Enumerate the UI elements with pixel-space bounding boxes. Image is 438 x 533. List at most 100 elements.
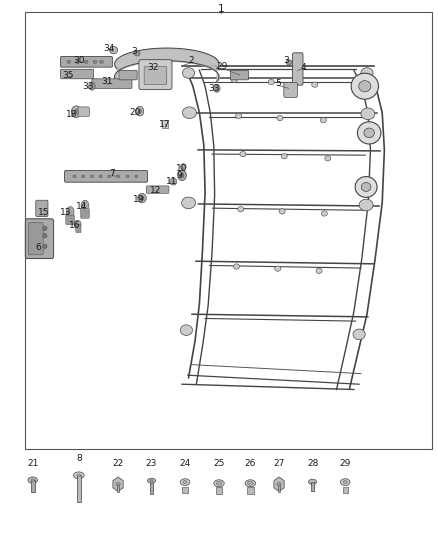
Ellipse shape <box>275 266 281 271</box>
Ellipse shape <box>108 175 111 177</box>
Text: 19: 19 <box>133 195 144 204</box>
Bar <box>343 487 348 493</box>
Ellipse shape <box>74 109 78 114</box>
Ellipse shape <box>277 482 281 486</box>
Ellipse shape <box>245 480 256 487</box>
Ellipse shape <box>71 106 81 117</box>
FancyBboxPatch shape <box>25 219 53 259</box>
Ellipse shape <box>99 175 102 177</box>
Ellipse shape <box>340 479 350 486</box>
Bar <box>162 120 168 127</box>
Ellipse shape <box>77 474 81 477</box>
FancyBboxPatch shape <box>81 209 89 218</box>
Text: 31: 31 <box>101 77 113 86</box>
Ellipse shape <box>231 77 237 83</box>
Bar <box>31 480 35 492</box>
Ellipse shape <box>312 82 318 87</box>
FancyBboxPatch shape <box>146 186 169 193</box>
FancyBboxPatch shape <box>78 107 89 116</box>
FancyBboxPatch shape <box>293 53 303 85</box>
Ellipse shape <box>43 244 47 248</box>
Ellipse shape <box>148 478 155 483</box>
Text: 21: 21 <box>27 459 39 469</box>
Ellipse shape <box>134 51 140 56</box>
Text: 4: 4 <box>301 63 307 71</box>
Text: 6: 6 <box>35 244 41 253</box>
Ellipse shape <box>281 154 287 159</box>
Text: 32: 32 <box>147 63 159 72</box>
Text: 11: 11 <box>166 177 178 186</box>
Ellipse shape <box>247 481 253 485</box>
Ellipse shape <box>183 68 194 78</box>
Ellipse shape <box>66 207 74 217</box>
FancyBboxPatch shape <box>66 215 74 224</box>
Text: 3: 3 <box>283 56 290 65</box>
Text: 18: 18 <box>66 110 78 119</box>
Ellipse shape <box>238 207 244 212</box>
Bar <box>182 487 188 493</box>
Ellipse shape <box>43 226 47 230</box>
FancyBboxPatch shape <box>60 69 94 79</box>
Ellipse shape <box>76 60 79 63</box>
Bar <box>25 12 432 449</box>
Ellipse shape <box>110 46 117 54</box>
Text: 23: 23 <box>146 459 157 469</box>
Ellipse shape <box>138 109 141 114</box>
FancyBboxPatch shape <box>60 56 113 67</box>
Ellipse shape <box>180 325 192 335</box>
Ellipse shape <box>353 329 365 340</box>
Ellipse shape <box>240 151 246 157</box>
Text: 5: 5 <box>275 78 281 87</box>
Ellipse shape <box>90 175 93 177</box>
Ellipse shape <box>277 115 283 120</box>
Ellipse shape <box>361 182 371 191</box>
Ellipse shape <box>82 175 85 177</box>
Ellipse shape <box>135 175 138 177</box>
Ellipse shape <box>180 479 190 486</box>
Text: 13: 13 <box>60 208 71 217</box>
Text: 34: 34 <box>104 44 115 53</box>
FancyBboxPatch shape <box>230 70 249 80</box>
Ellipse shape <box>361 68 373 78</box>
FancyBboxPatch shape <box>64 171 148 182</box>
Text: 35: 35 <box>62 71 73 80</box>
Ellipse shape <box>214 84 220 92</box>
FancyBboxPatch shape <box>144 67 167 85</box>
Text: 33: 33 <box>208 84 219 93</box>
Ellipse shape <box>136 107 144 116</box>
Ellipse shape <box>116 482 120 486</box>
Ellipse shape <box>67 60 71 63</box>
Bar <box>117 484 120 492</box>
FancyBboxPatch shape <box>119 70 137 80</box>
Ellipse shape <box>359 199 373 211</box>
Text: 22: 22 <box>113 459 124 469</box>
Ellipse shape <box>85 60 88 63</box>
FancyBboxPatch shape <box>36 200 48 216</box>
Text: 28: 28 <box>307 459 318 469</box>
Ellipse shape <box>357 122 381 144</box>
Ellipse shape <box>93 60 97 63</box>
Text: 17: 17 <box>159 120 170 130</box>
Ellipse shape <box>325 156 331 161</box>
Ellipse shape <box>140 196 144 200</box>
Ellipse shape <box>321 211 327 216</box>
Ellipse shape <box>117 175 120 177</box>
Ellipse shape <box>81 200 89 211</box>
Ellipse shape <box>43 233 47 238</box>
Ellipse shape <box>216 481 222 485</box>
Text: 16: 16 <box>69 221 80 230</box>
Ellipse shape <box>236 114 242 118</box>
Bar <box>150 481 153 494</box>
Ellipse shape <box>286 60 292 65</box>
Ellipse shape <box>100 60 103 63</box>
Bar <box>278 484 280 492</box>
Ellipse shape <box>74 472 84 479</box>
Text: 2: 2 <box>188 56 194 65</box>
Ellipse shape <box>308 479 317 484</box>
FancyBboxPatch shape <box>76 224 81 232</box>
Ellipse shape <box>359 80 371 92</box>
Ellipse shape <box>279 209 285 214</box>
Text: 26: 26 <box>245 459 256 469</box>
Text: 9: 9 <box>176 171 182 180</box>
Text: 8: 8 <box>76 454 82 463</box>
